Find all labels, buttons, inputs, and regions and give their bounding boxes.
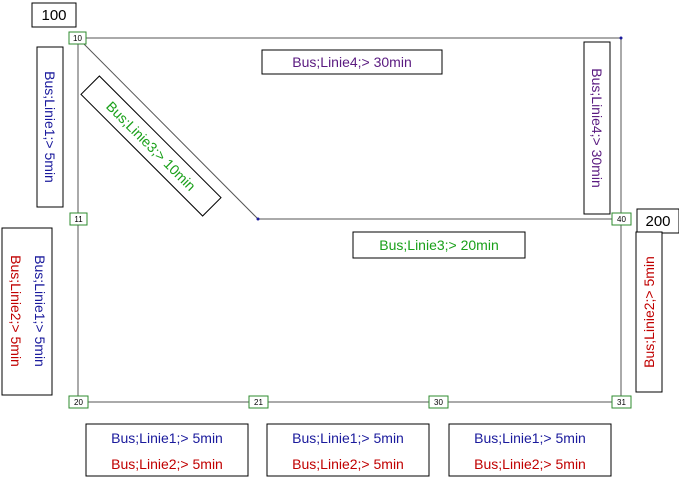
corner-dot — [619, 36, 623, 40]
label-bottom-2-linie1-text: Bus;Linie1;> 5min — [292, 430, 404, 446]
label-linie4-right-text: Bus;Linie4;> 30min — [589, 68, 605, 187]
network-lines — [77, 37, 622, 403]
label-linie3-mid: Bus;Linie3;> 20min — [352, 231, 526, 259]
label-bottom-2: Bus;Linie1;> 5min Bus;Linie2;> 5min — [266, 423, 430, 477]
zone-100: 100 — [31, 2, 77, 28]
node-10[interactable]: 10 — [68, 31, 87, 45]
label-linie3-diagonal: Bus;Linie3;> 10min — [80, 75, 222, 217]
node-30-label: 30 — [434, 398, 443, 407]
label-left-linie2-text: Bus;Linie2;> 5min — [8, 255, 24, 367]
node-11-label: 11 — [74, 215, 83, 224]
node-40-label: 40 — [617, 215, 626, 224]
node-11[interactable]: 11 — [69, 212, 88, 226]
node-21[interactable]: 21 — [248, 395, 269, 409]
label-linie3-diagonal-text: Bus;Linie3;> 10min — [103, 98, 199, 194]
label-bottom-1-linie1-text: Bus;Linie1;> 5min — [111, 430, 223, 446]
label-bottom-3: Bus;Linie1;> 5min Bus;Linie2;> 5min — [448, 423, 612, 477]
node-30[interactable]: 30 — [428, 395, 449, 409]
label-bottom-3-linie2-text: Bus;Linie2;> 5min — [474, 456, 586, 472]
zone-100-label: 100 — [41, 7, 66, 24]
label-linie1-upper-left-text: Bus;Linie1;> 5min — [42, 71, 58, 183]
label-linie4-top-text: Bus;Linie4;> 30min — [292, 54, 411, 70]
junction-dot — [256, 217, 260, 221]
label-bottom-3-linie1-text: Bus;Linie1;> 5min — [474, 430, 586, 446]
node-31[interactable]: 31 — [611, 395, 632, 409]
label-linie1-upper-left: Bus;Linie1;> 5min — [36, 46, 64, 208]
zone-200: 200 — [636, 208, 679, 234]
node-40[interactable]: 40 — [611, 212, 632, 226]
label-linie2-right: Bus;Linie2;> 5min — [635, 231, 663, 393]
label-bottom-2-linie2-text: Bus;Linie2;> 5min — [292, 456, 404, 472]
node-20[interactable]: 20 — [68, 395, 89, 409]
node-10-label: 10 — [73, 34, 82, 43]
node-21-label: 21 — [254, 398, 263, 407]
label-bottom-1-linie2-text: Bus;Linie2;> 5min — [111, 456, 223, 472]
line-10-diagonal — [77, 37, 259, 220]
label-bottom-1: Bus;Linie1;> 5min Bus;Linie2;> 5min — [85, 423, 249, 477]
label-linie4-top: Bus;Linie4;> 30min — [261, 49, 443, 75]
node-20-label: 20 — [74, 398, 83, 407]
label-linie3-mid-text: Bus;Linie3;> 20min — [379, 237, 498, 253]
label-linie4-right: Bus;Linie4;> 30min — [583, 41, 611, 215]
label-linie2-right-text: Bus;Linie2;> 5min — [641, 256, 657, 368]
label-left-linie1-text: Bus;Linie1;> 5min — [32, 255, 48, 367]
label-left-pair: Bus;Linie1;> 5min Bus;Linie2;> 5min — [1, 227, 53, 396]
zone-200-label: 200 — [645, 213, 670, 230]
node-31-label: 31 — [617, 398, 626, 407]
